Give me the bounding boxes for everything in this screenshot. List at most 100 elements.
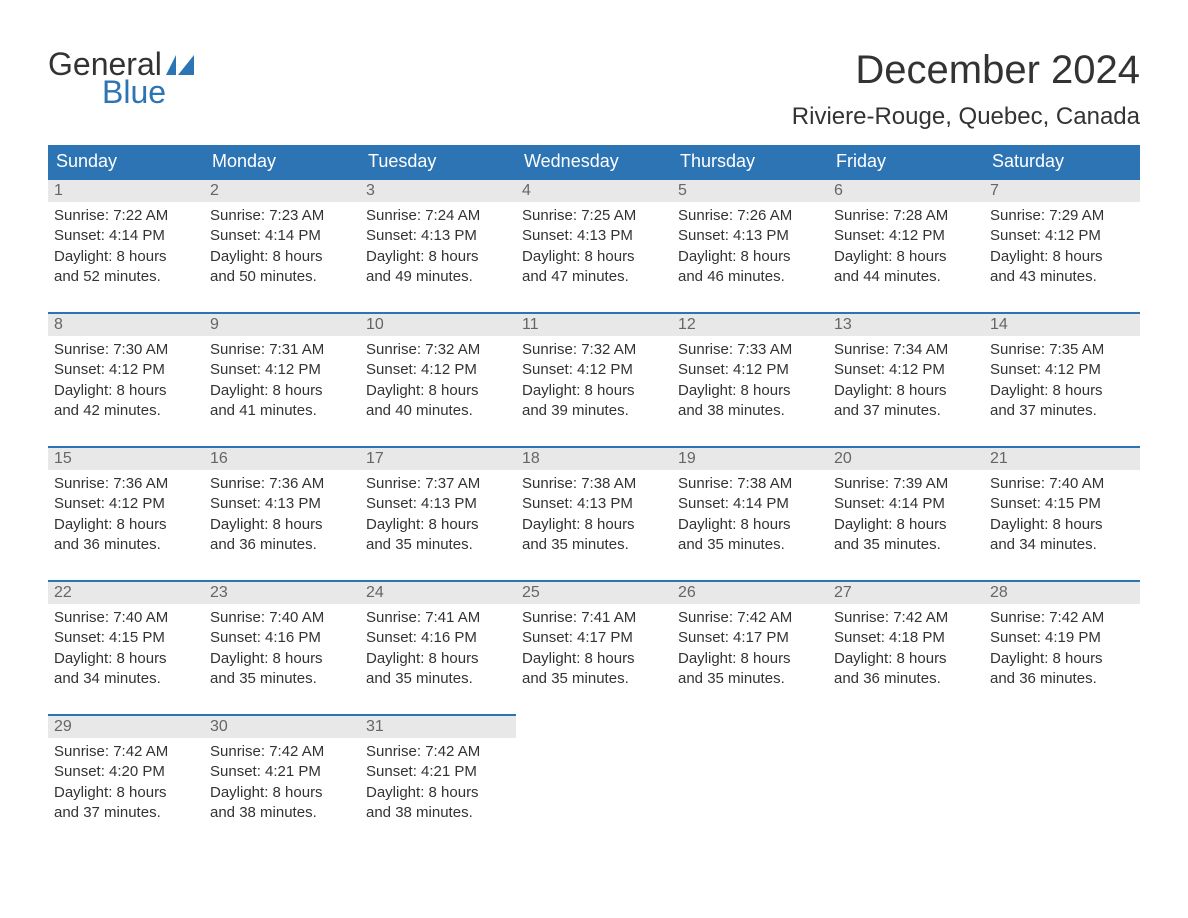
daylight-line1: Daylight: 8 hours <box>834 247 978 267</box>
calendar-cell: 1Sunrise: 7:22 AMSunset: 4:14 PMDaylight… <box>48 178 204 312</box>
weekday-header-row: Sunday Monday Tuesday Wednesday Thursday… <box>48 145 1140 178</box>
day-body: Sunrise: 7:40 AMSunset: 4:15 PMDaylight:… <box>48 604 204 695</box>
day-wrap: 13Sunrise: 7:34 AMSunset: 4:12 PMDayligh… <box>828 312 984 427</box>
sunset-text: Sunset: 4:14 PM <box>678 494 822 514</box>
daylight-line1: Daylight: 8 hours <box>366 649 510 669</box>
day-body: Sunrise: 7:33 AMSunset: 4:12 PMDaylight:… <box>672 336 828 427</box>
day-body: Sunrise: 7:36 AMSunset: 4:12 PMDaylight:… <box>48 470 204 561</box>
col-wednesday: Wednesday <box>516 145 672 178</box>
day-number: 21 <box>984 448 1140 470</box>
day-wrap: 28Sunrise: 7:42 AMSunset: 4:19 PMDayligh… <box>984 580 1140 695</box>
day-body: Sunrise: 7:39 AMSunset: 4:14 PMDaylight:… <box>828 470 984 561</box>
sunrise-text: Sunrise: 7:40 AM <box>54 608 198 628</box>
sunset-text: Sunset: 4:12 PM <box>990 226 1134 246</box>
daylight-line2: and 35 minutes. <box>522 669 666 689</box>
day-wrap: 12Sunrise: 7:33 AMSunset: 4:12 PMDayligh… <box>672 312 828 427</box>
daylight-line2: and 38 minutes. <box>210 803 354 823</box>
day-body: Sunrise: 7:37 AMSunset: 4:13 PMDaylight:… <box>360 470 516 561</box>
daylight-line2: and 35 minutes. <box>210 669 354 689</box>
day-number: 22 <box>48 582 204 604</box>
daylight-line2: and 35 minutes. <box>366 669 510 689</box>
logo: General Blue <box>48 48 194 108</box>
sunrise-text: Sunrise: 7:42 AM <box>366 742 510 762</box>
day-wrap: 23Sunrise: 7:40 AMSunset: 4:16 PMDayligh… <box>204 580 360 695</box>
flag-icon <box>166 48 194 68</box>
calendar-cell: 8Sunrise: 7:30 AMSunset: 4:12 PMDaylight… <box>48 312 204 446</box>
daylight-line1: Daylight: 8 hours <box>990 515 1134 535</box>
day-wrap: 22Sunrise: 7:40 AMSunset: 4:15 PMDayligh… <box>48 580 204 695</box>
day-number: 14 <box>984 314 1140 336</box>
daylight-line2: and 35 minutes. <box>522 535 666 555</box>
day-number: 3 <box>360 180 516 202</box>
sunset-text: Sunset: 4:12 PM <box>678 360 822 380</box>
sunrise-text: Sunrise: 7:40 AM <box>990 474 1134 494</box>
day-number: 28 <box>984 582 1140 604</box>
sunset-text: Sunset: 4:14 PM <box>210 226 354 246</box>
calendar-cell: 30Sunrise: 7:42 AMSunset: 4:21 PMDayligh… <box>204 714 360 848</box>
daylight-line1: Daylight: 8 hours <box>210 649 354 669</box>
day-wrap: 6Sunrise: 7:28 AMSunset: 4:12 PMDaylight… <box>828 178 984 293</box>
daylight-line1: Daylight: 8 hours <box>366 381 510 401</box>
location: Riviere-Rouge, Quebec, Canada <box>792 103 1140 131</box>
calendar-cell: 18Sunrise: 7:38 AMSunset: 4:13 PMDayligh… <box>516 446 672 580</box>
col-thursday: Thursday <box>672 145 828 178</box>
calendar-cell: 28Sunrise: 7:42 AMSunset: 4:19 PMDayligh… <box>984 580 1140 714</box>
calendar-cell: 27Sunrise: 7:42 AMSunset: 4:18 PMDayligh… <box>828 580 984 714</box>
sunset-text: Sunset: 4:12 PM <box>990 360 1134 380</box>
sunrise-text: Sunrise: 7:42 AM <box>834 608 978 628</box>
calendar-row: 1Sunrise: 7:22 AMSunset: 4:14 PMDaylight… <box>48 178 1140 312</box>
day-number: 11 <box>516 314 672 336</box>
sunset-text: Sunset: 4:13 PM <box>210 494 354 514</box>
daylight-line1: Daylight: 8 hours <box>522 247 666 267</box>
sunset-text: Sunset: 4:12 PM <box>522 360 666 380</box>
daylight-line2: and 41 minutes. <box>210 401 354 421</box>
day-number: 20 <box>828 448 984 470</box>
day-body: Sunrise: 7:38 AMSunset: 4:14 PMDaylight:… <box>672 470 828 561</box>
day-wrap: 2Sunrise: 7:23 AMSunset: 4:14 PMDaylight… <box>204 178 360 293</box>
sunrise-text: Sunrise: 7:36 AM <box>210 474 354 494</box>
col-friday: Friday <box>828 145 984 178</box>
day-body: Sunrise: 7:35 AMSunset: 4:12 PMDaylight:… <box>984 336 1140 427</box>
daylight-line2: and 34 minutes. <box>54 669 198 689</box>
calendar-cell: 20Sunrise: 7:39 AMSunset: 4:14 PMDayligh… <box>828 446 984 580</box>
col-tuesday: Tuesday <box>360 145 516 178</box>
sunrise-text: Sunrise: 7:41 AM <box>522 608 666 628</box>
day-wrap: 8Sunrise: 7:30 AMSunset: 4:12 PMDaylight… <box>48 312 204 427</box>
daylight-line1: Daylight: 8 hours <box>54 649 198 669</box>
day-wrap: 16Sunrise: 7:36 AMSunset: 4:13 PMDayligh… <box>204 446 360 561</box>
daylight-line2: and 49 minutes. <box>366 267 510 287</box>
calendar-cell: 29Sunrise: 7:42 AMSunset: 4:20 PMDayligh… <box>48 714 204 848</box>
day-wrap: 9Sunrise: 7:31 AMSunset: 4:12 PMDaylight… <box>204 312 360 427</box>
daylight-line2: and 37 minutes. <box>990 401 1134 421</box>
sunrise-text: Sunrise: 7:29 AM <box>990 206 1134 226</box>
daylight-line2: and 36 minutes. <box>210 535 354 555</box>
day-body: Sunrise: 7:34 AMSunset: 4:12 PMDaylight:… <box>828 336 984 427</box>
day-number: 16 <box>204 448 360 470</box>
day-body: Sunrise: 7:32 AMSunset: 4:12 PMDaylight:… <box>516 336 672 427</box>
day-body: Sunrise: 7:42 AMSunset: 4:21 PMDaylight:… <box>360 738 516 829</box>
day-body: Sunrise: 7:28 AMSunset: 4:12 PMDaylight:… <box>828 202 984 293</box>
day-number: 29 <box>48 716 204 738</box>
daylight-line1: Daylight: 8 hours <box>678 649 822 669</box>
day-body: Sunrise: 7:41 AMSunset: 4:16 PMDaylight:… <box>360 604 516 695</box>
day-wrap: 19Sunrise: 7:38 AMSunset: 4:14 PMDayligh… <box>672 446 828 561</box>
sunrise-text: Sunrise: 7:33 AM <box>678 340 822 360</box>
day-wrap: 31Sunrise: 7:42 AMSunset: 4:21 PMDayligh… <box>360 714 516 829</box>
calendar-cell: 14Sunrise: 7:35 AMSunset: 4:12 PMDayligh… <box>984 312 1140 446</box>
calendar-cell: 12Sunrise: 7:33 AMSunset: 4:12 PMDayligh… <box>672 312 828 446</box>
calendar-cell: 17Sunrise: 7:37 AMSunset: 4:13 PMDayligh… <box>360 446 516 580</box>
day-wrap: 10Sunrise: 7:32 AMSunset: 4:12 PMDayligh… <box>360 312 516 427</box>
sunrise-text: Sunrise: 7:35 AM <box>990 340 1134 360</box>
daylight-line1: Daylight: 8 hours <box>834 381 978 401</box>
sunrise-text: Sunrise: 7:36 AM <box>54 474 198 494</box>
calendar-cell <box>672 714 828 848</box>
calendar-cell <box>828 714 984 848</box>
daylight-line1: Daylight: 8 hours <box>678 381 822 401</box>
daylight-line1: Daylight: 8 hours <box>54 381 198 401</box>
calendar-cell <box>984 714 1140 848</box>
daylight-line2: and 36 minutes. <box>54 535 198 555</box>
sunrise-text: Sunrise: 7:41 AM <box>366 608 510 628</box>
day-number: 17 <box>360 448 516 470</box>
daylight-line2: and 36 minutes. <box>834 669 978 689</box>
daylight-line1: Daylight: 8 hours <box>990 381 1134 401</box>
